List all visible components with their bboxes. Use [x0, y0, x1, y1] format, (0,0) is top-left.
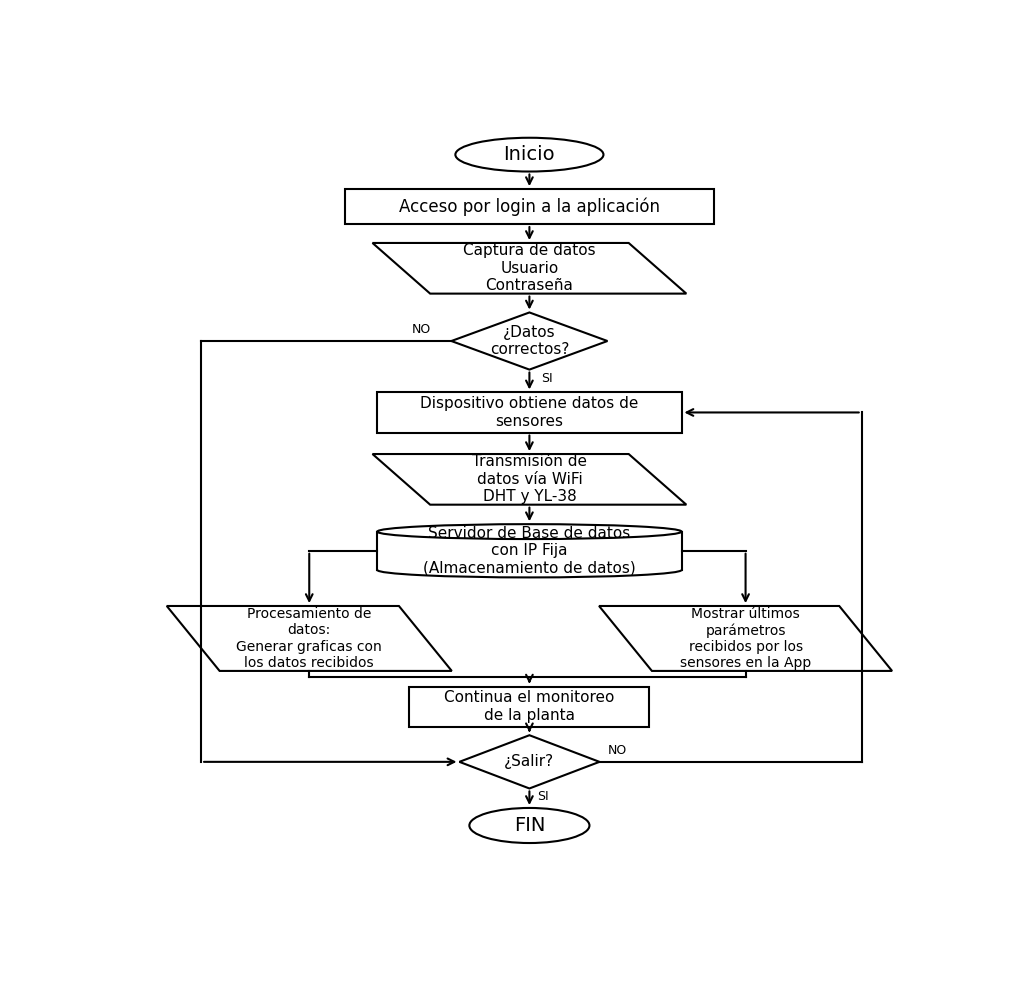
Text: SI: SI: [537, 790, 550, 803]
Text: NO: NO: [607, 743, 627, 757]
Text: SI: SI: [541, 373, 553, 385]
Bar: [377, 392, 682, 433]
Text: Acceso por login a la aplicación: Acceso por login a la aplicación: [399, 197, 660, 216]
Text: ¿Salir?: ¿Salir?: [504, 754, 555, 769]
Text: NO: NO: [412, 323, 432, 336]
Text: Dispositivo obtiene datos de
sensores: Dispositivo obtiene datos de sensores: [420, 396, 638, 429]
Ellipse shape: [377, 524, 682, 539]
Text: Servidor de Base de datos
con IP Fija
(Almacenamiento de datos): Servidor de Base de datos con IP Fija (A…: [424, 526, 635, 576]
Text: Inicio: Inicio: [504, 145, 555, 165]
Text: FIN: FIN: [513, 816, 545, 835]
Text: ¿Datos
correctos?: ¿Datos correctos?: [490, 325, 569, 357]
Text: Continua el monitoreo
de la planta: Continua el monitoreo de la planta: [444, 691, 615, 722]
Bar: [345, 189, 714, 224]
Text: Transmisión de
datos vía WiFi
DHT y YL-38: Transmisión de datos vía WiFi DHT y YL-3…: [472, 455, 587, 504]
Text: Mostrar últimos
parámetros
recibidos por los
sensores en la App: Mostrar últimos parámetros recibidos por…: [680, 606, 811, 670]
Text: Procesamiento de
datos:
Generar graficas con
los datos recibidos: Procesamiento de datos: Generar graficas…: [237, 607, 382, 670]
Text: Captura de datos
Usuario
Contraseña: Captura de datos Usuario Contraseña: [463, 244, 596, 293]
Bar: [409, 687, 650, 726]
